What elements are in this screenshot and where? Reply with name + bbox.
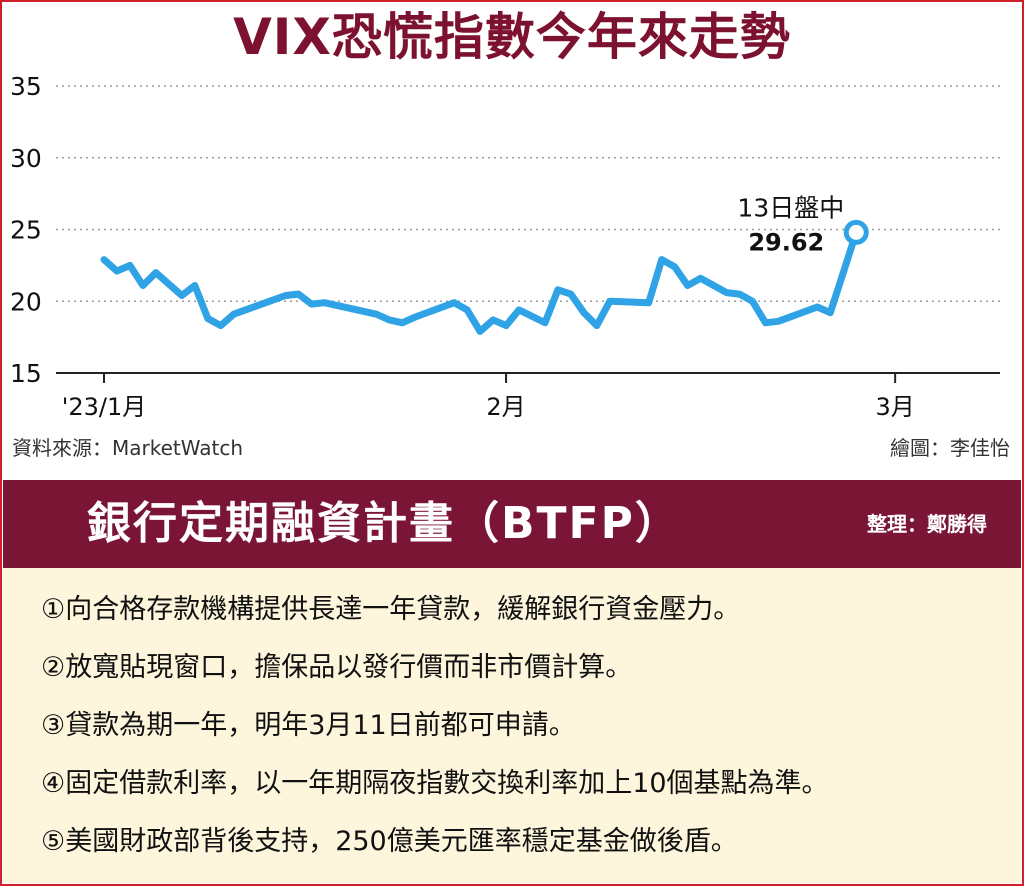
y-tick-label: 20	[10, 287, 42, 316]
x-tick-label: '23/1月	[62, 393, 147, 421]
graphic-credit: 繪圖：李佳怡	[890, 436, 1010, 460]
fact-item-3: ③貸款為期一年，明年3月11日前都可申請。	[41, 710, 576, 741]
vix-line-chart: 15 20 25 30 35 '23/1月 2月 3月 13日盤中 29.62	[10, 72, 1000, 421]
fact-item-4: ④固定借款利率，以一年期隔夜指數交換利率加上10個基點為準。	[41, 768, 829, 799]
endpoint-marker	[843, 219, 869, 245]
facts-panel: ①向合格存款機構提供長達一年貸款，緩解銀行資金壓力。 ②放寬貼現窗口，擔保品以發…	[3, 568, 1021, 883]
y-tick-label: 35	[10, 72, 42, 101]
annotation-label: 13日盤中	[737, 193, 844, 222]
source-note: 資料來源：MarketWatch	[12, 436, 244, 460]
fact-item-2: ②放寬貼現窗口，擔保品以發行價而非市價計算。	[41, 652, 633, 683]
x-tick-label: 2月	[486, 393, 525, 421]
y-tick-label: 30	[10, 144, 42, 173]
annotation-value: 29.62	[748, 228, 824, 256]
editor-credit: 整理：鄭勝得	[867, 512, 987, 536]
x-tick-label: 3月	[876, 393, 915, 421]
banner-title: 銀行定期融資計畫（BTFP）	[87, 498, 681, 549]
vix-series-line	[100, 228, 860, 335]
btfp-banner: 銀行定期融資計畫（BTFP） 整理：鄭勝得	[3, 480, 1021, 568]
fact-item-5: ⑤美國財政部背後支持，250億美元匯率穩定基金做後盾。	[41, 826, 738, 857]
chart-title: VIX恐慌指數今年來走勢	[233, 8, 791, 66]
fact-item-1: ①向合格存款機構提供長達一年貸款，緩解銀行資金壓力。	[41, 594, 741, 625]
y-tick-label: 25	[10, 216, 42, 245]
y-tick-label: 15	[10, 359, 42, 388]
